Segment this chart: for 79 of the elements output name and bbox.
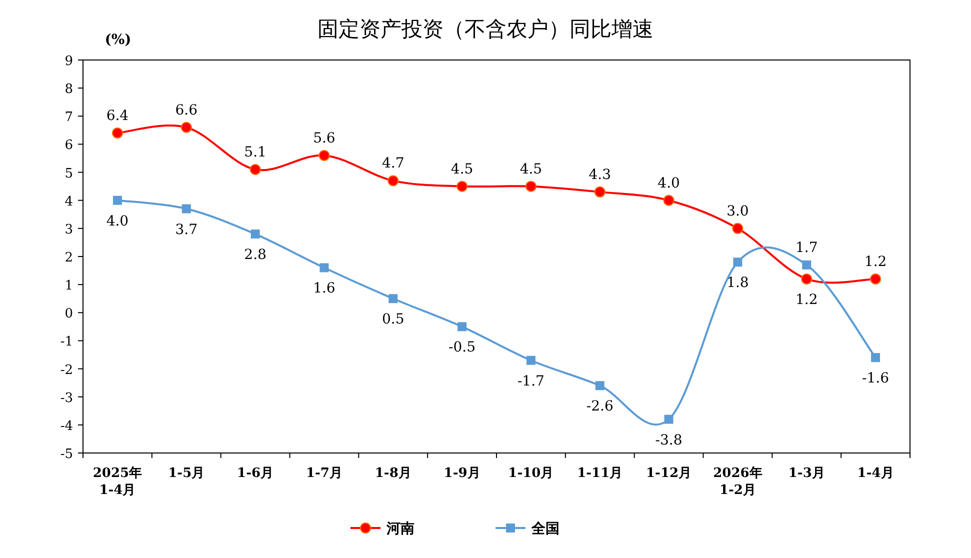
- point: [388, 175, 399, 186]
- point: [664, 414, 674, 424]
- y-tick-label: -5: [60, 447, 73, 462]
- point: [526, 356, 536, 365]
- x-tick-label: 2025年 1-4月: [92, 466, 142, 498]
- y-tick-label: 7: [64, 110, 73, 126]
- point: [318, 150, 330, 161]
- x-tick-label: 2026年 1-2月: [713, 466, 762, 498]
- y-tick-label: 3: [64, 222, 73, 238]
- data-label: 4.5: [450, 161, 474, 178]
- data-label: -1.7: [517, 373, 544, 390]
- x-tick-label: 1-6月: [237, 466, 274, 481]
- point: [182, 204, 191, 214]
- y-tick-label: 4: [64, 194, 73, 210]
- data-label: 2.8: [244, 247, 266, 264]
- data-label: 6.4: [106, 108, 129, 124]
- x-tick-label: 1-7月: [306, 466, 342, 481]
- x-tick-label: 1-9月: [444, 466, 480, 481]
- y-tick-label: -2: [60, 362, 73, 378]
- data-label: 5.6: [313, 130, 336, 146]
- data-label: 4.3: [588, 166, 612, 183]
- point: [871, 353, 880, 362]
- point: [250, 164, 261, 175]
- y-tick-label: 0: [64, 306, 73, 322]
- data-label: 4.5: [520, 161, 542, 178]
- point: [595, 381, 604, 390]
- point: [250, 230, 260, 239]
- y-tick-label: 6: [64, 138, 73, 154]
- y-tick-label: -4: [60, 418, 73, 434]
- data-label: -0.5: [448, 340, 476, 356]
- data-label: -3.8: [655, 432, 682, 448]
- x-tick-label: 1-11月: [577, 466, 623, 481]
- chart-title: 固定资产投资（不含农户）同比增速: [318, 17, 654, 41]
- point: [733, 258, 742, 267]
- data-label: 0.5: [382, 312, 404, 328]
- data-label: -2.6: [586, 398, 614, 415]
- y-tick-label: -1: [60, 334, 73, 350]
- point: [456, 180, 468, 192]
- legend-label: 全国: [530, 521, 560, 537]
- x-tick-label: 1-4月: [857, 466, 894, 481]
- x-tick-label: 1-12月: [646, 466, 692, 481]
- data-label: 3.0: [726, 203, 749, 220]
- x-tick-label: 1-3月: [788, 466, 825, 481]
- data-label: 4.7: [382, 156, 404, 172]
- legend-label: 河南: [386, 521, 414, 537]
- data-label: 4.0: [106, 213, 129, 230]
- y-tick-label: 5: [64, 166, 73, 182]
- data-label: 4.0: [658, 175, 680, 192]
- y-tick-label: 8: [64, 82, 73, 98]
- point: [802, 260, 812, 270]
- data-label: 1.8: [726, 275, 749, 292]
- y-axis-title: (%): [104, 32, 132, 48]
- data-label: 1.2: [864, 254, 887, 270]
- point: [732, 222, 744, 234]
- point: [870, 273, 882, 284]
- point: [112, 196, 122, 205]
- data-label: 1.6: [313, 280, 336, 297]
- data-label: 1.2: [795, 292, 818, 308]
- point: [180, 122, 192, 133]
- point: [801, 273, 812, 284]
- data-label: 1.7: [795, 240, 818, 256]
- point: [594, 186, 606, 198]
- point: [320, 263, 329, 272]
- y-tick-label: -3: [60, 390, 73, 406]
- y-tick-label: 2: [64, 250, 73, 266]
- x-tick-label: 1-10月: [508, 466, 554, 481]
- point: [458, 322, 467, 332]
- y-tick-label: 9: [64, 54, 73, 69]
- data-label: 6.6: [175, 102, 198, 118]
- point: [663, 194, 674, 206]
- point: [525, 180, 536, 192]
- point: [388, 294, 398, 304]
- y-tick-label: 1: [64, 278, 73, 294]
- x-tick-label: 1-5月: [168, 466, 205, 481]
- data-label: 5.1: [244, 144, 266, 160]
- data-label: -1.6: [862, 370, 890, 387]
- x-tick-label: 1-8月: [374, 466, 412, 481]
- point: [112, 127, 123, 138]
- data-label: 3.7: [175, 222, 198, 238]
